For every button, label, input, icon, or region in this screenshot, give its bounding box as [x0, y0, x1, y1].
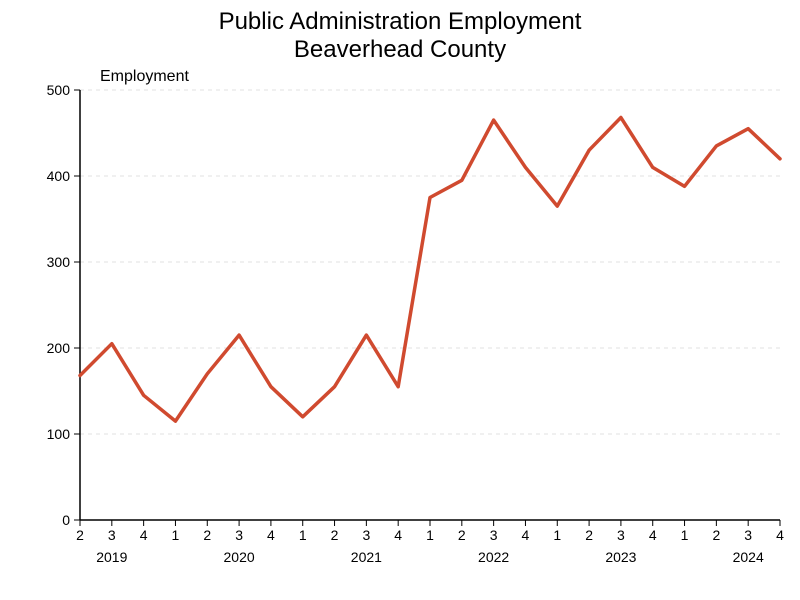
- x-tick-label: 3: [617, 527, 625, 543]
- x-tick-label: 4: [649, 527, 657, 543]
- x-tick-label: 1: [172, 527, 180, 543]
- x-tick-label: 4: [394, 527, 402, 543]
- year-label: 2024: [733, 549, 764, 565]
- x-tick-label: 2: [458, 527, 466, 543]
- year-label: 2022: [478, 549, 509, 565]
- x-tick-label: 3: [108, 527, 116, 543]
- x-tick-label: 2: [585, 527, 593, 543]
- x-tick-label: 4: [776, 527, 784, 543]
- y-tick-label: 0: [62, 512, 70, 528]
- data-line: [80, 118, 780, 422]
- x-tick-label: 3: [362, 527, 370, 543]
- y-tick-label: 200: [47, 340, 71, 356]
- y-tick-label: 300: [47, 254, 71, 270]
- x-tick-label: 4: [522, 527, 530, 543]
- x-tick-label: 2: [203, 527, 211, 543]
- y-tick-label: 400: [47, 168, 71, 184]
- year-label: 2023: [605, 549, 636, 565]
- chart-container: Public Administration Employment Beaverh…: [0, 0, 800, 600]
- x-tick-label: 3: [744, 527, 752, 543]
- x-tick-label: 1: [553, 527, 561, 543]
- x-tick-label: 2: [76, 527, 84, 543]
- x-tick-label: 4: [267, 527, 275, 543]
- year-label: 2019: [96, 549, 127, 565]
- x-tick-label: 2: [331, 527, 339, 543]
- x-tick-label: 2: [712, 527, 720, 543]
- year-label: 2020: [224, 549, 255, 565]
- y-tick-label: 100: [47, 426, 71, 442]
- x-tick-label: 3: [235, 527, 243, 543]
- x-tick-label: 1: [681, 527, 689, 543]
- x-tick-label: 1: [299, 527, 307, 543]
- x-tick-label: 4: [140, 527, 148, 543]
- chart-svg: 0100200300400500234123412341234123412342…: [0, 0, 800, 600]
- y-tick-label: 500: [47, 82, 71, 98]
- x-tick-label: 3: [490, 527, 498, 543]
- x-tick-label: 1: [426, 527, 434, 543]
- year-label: 2021: [351, 549, 382, 565]
